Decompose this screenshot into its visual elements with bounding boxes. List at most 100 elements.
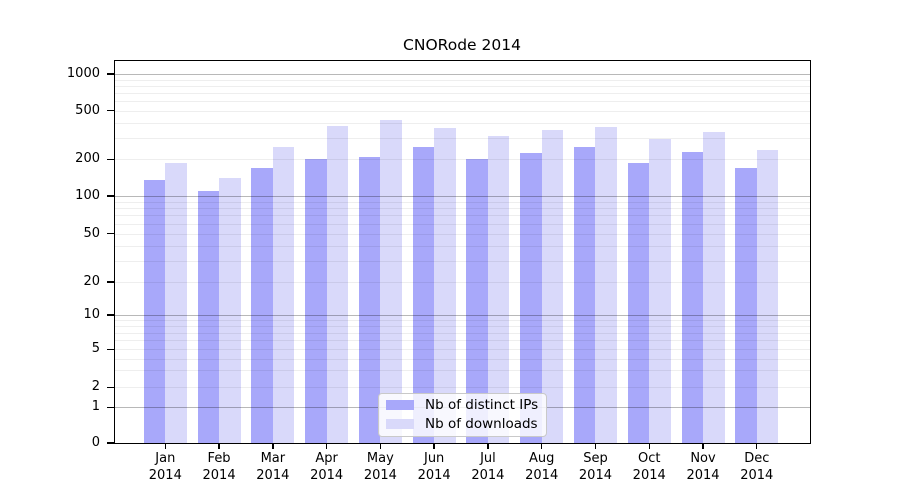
y-tick-mark [106,442,114,444]
gridline-major [114,315,810,316]
x-tick-label: Apr 2014 [310,451,344,483]
legend-label-downloads: Nb of downloads [425,416,538,432]
gridline-minor [114,260,810,262]
legend-swatch-distinct-ips [386,400,414,410]
bar-downloads [326,125,349,443]
gridline-minor [114,208,810,210]
x-tick-label: May 2014 [363,451,397,483]
bar-distinct-ips [735,167,757,443]
y-tick-mark [106,406,114,408]
x-tick-mark [272,443,274,449]
y-tick-mark [106,233,114,235]
bar-downloads [487,136,510,443]
gridline-minor [114,282,810,283]
bar-downloads [272,147,295,443]
y-tick-label: 0 [91,435,100,450]
gridline-minor [114,101,810,103]
y-tick-mark [106,348,114,350]
x-tick-mark [487,443,489,449]
x-tick-label: Aug 2014 [525,451,559,483]
bar-downloads [434,128,456,443]
gridline-minor [114,215,810,217]
x-tick-label: Sep 2014 [578,451,612,483]
bar-distinct-ips [412,147,435,443]
legend: Nb of distinct IPs Nb of downloads [378,392,547,437]
x-tick-mark [648,443,650,449]
gridline-minor [114,332,810,334]
legend-entry-distinct-ips: Nb of distinct IPs [386,397,546,413]
gridline-minor [114,233,810,235]
x-tick-label: Mar 2014 [256,451,290,483]
x-tick-mark [702,443,704,449]
bar-distinct-ips [573,147,596,443]
gridline-minor [114,159,810,161]
gridline-minor [114,92,810,94]
x-tick-mark [540,443,543,449]
y-tick-label: 2 [91,379,100,395]
x-tick-label: Nov 2014 [686,451,720,483]
legend-swatch-downloads [386,419,414,429]
gridline-minor [114,79,810,81]
bar-distinct-ips [305,159,327,443]
bar-downloads [703,131,725,443]
x-tick-mark [164,443,166,449]
x-tick-mark [325,443,328,449]
gridline-minor [114,110,810,112]
y-tick-mark [106,158,114,160]
legend-entry-downloads: Nb of downloads [386,416,546,432]
y-tick-label: 500 [75,102,100,118]
y-tick-mark [106,386,114,388]
y-tick-label: 10 [83,307,100,322]
legend-label-distinct-ips: Nb of distinct IPs [425,397,539,413]
y-tick-label: 1000 [66,66,100,81]
y-tick-label: 5 [91,341,100,357]
y-tick-mark [106,314,114,316]
gridline-minor [114,245,810,247]
x-tick-label: Jan 2014 [148,451,182,483]
x-tick-mark [756,443,758,449]
bar-downloads [165,163,187,443]
bar-downloads [595,126,617,443]
gridline-minor [114,349,810,351]
y-tick-label: 50 [83,225,100,241]
bar-distinct-ips [520,153,542,443]
bar-downloads [649,139,671,443]
y-tick-mark [106,73,114,75]
x-tick-label: Jul 2014 [471,451,505,483]
gridline-major [114,196,810,197]
x-tick-mark [594,443,597,449]
y-tick-label: 200 [75,151,100,167]
gridline-minor [114,358,810,360]
gridline-minor [114,137,810,139]
gridline-minor [114,223,810,225]
gridline-minor [114,122,810,124]
bar-distinct-ips [251,167,273,443]
bar-distinct-ips [358,157,381,443]
x-tick-mark [379,443,382,449]
chart-title: CNORode 2014 [403,36,521,54]
bar-downloads [380,119,402,443]
bar-downloads [219,178,241,443]
bar-distinct-ips [681,151,703,443]
x-tick-label: Jun 2014 [417,451,451,483]
y-tick-mark [106,110,114,112]
y-tick-mark [106,281,114,283]
gridline-minor [114,326,810,328]
bar-downloads [756,149,779,443]
bar-distinct-ips [466,159,488,443]
bar-distinct-ips [627,162,650,443]
gridline-minor [114,387,810,389]
gridline-major [114,74,810,75]
bar-downloads [541,129,564,443]
y-tick-label: 20 [83,274,100,289]
gridline-minor [114,201,810,203]
gridline-minor [114,320,810,322]
gridline-minor [114,370,810,372]
y-tick-mark [106,195,114,197]
y-tick-label: 1 [91,399,100,415]
bar-distinct-ips [197,190,220,443]
x-tick-label: Dec 2014 [740,451,774,483]
x-tick-label: Feb 2014 [202,451,236,483]
y-tick-label: 100 [75,188,100,203]
